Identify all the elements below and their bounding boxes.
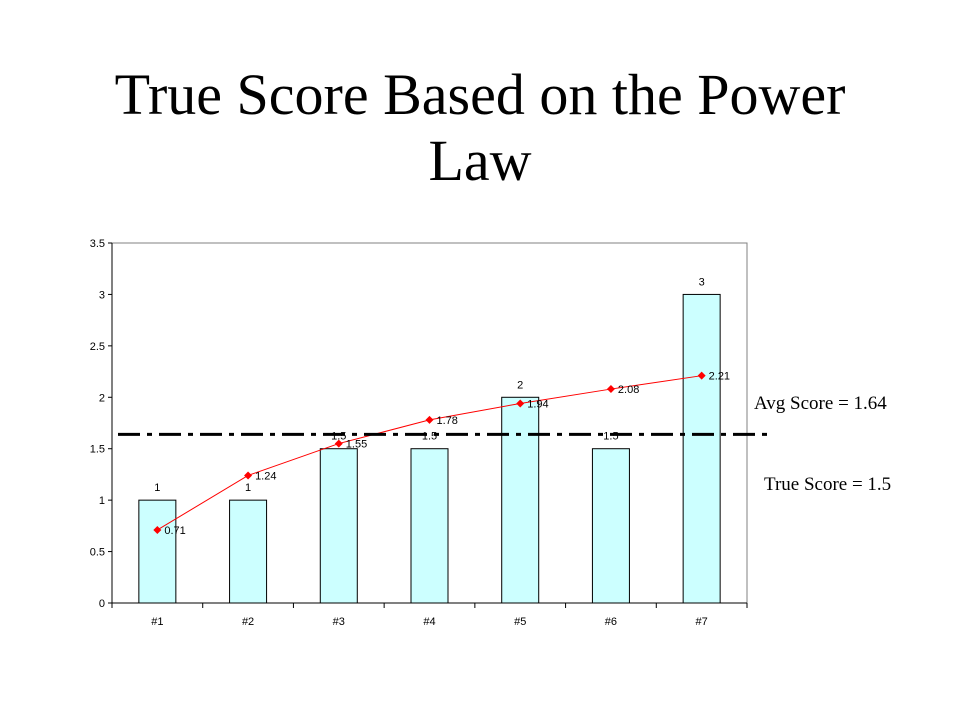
- bar: [501, 396, 540, 604]
- x-tick-label: #7: [696, 616, 708, 628]
- avg-score-note: Avg Score = 1.64: [754, 393, 887, 414]
- slide-title: True Score Based on the Power Law: [0, 62, 960, 194]
- x-tick-label: #1: [151, 616, 163, 628]
- line-point-marker: [425, 415, 434, 424]
- y-tick-label: 3: [99, 289, 105, 301]
- line-point-marker: [334, 439, 343, 448]
- line-point-label: 1.55: [346, 439, 367, 451]
- x-tick-label: #5: [514, 616, 526, 628]
- x-tick-label: #3: [333, 616, 345, 628]
- line-point-marker: [697, 371, 706, 380]
- bar-value-label: 3: [699, 276, 705, 288]
- line-point-label: 0.71: [164, 525, 185, 537]
- line-point-marker: [516, 399, 525, 408]
- y-tick-label: 1.5: [90, 444, 105, 456]
- x-tick-label: #6: [605, 616, 617, 628]
- bar: [319, 448, 358, 604]
- y-tick-label: 2: [99, 392, 105, 404]
- bar: [138, 499, 177, 604]
- y-tick-label: 2.5: [90, 341, 105, 353]
- bar: [591, 448, 630, 604]
- bar: [682, 293, 721, 604]
- line-point-marker: [606, 385, 615, 394]
- line-point-label: 1.24: [255, 470, 276, 482]
- y-tick-label: 0.5: [90, 547, 105, 559]
- y-tick-label: 0: [99, 598, 105, 610]
- bar-value-label: 1.5: [603, 431, 618, 443]
- line-point-label: 1.94: [527, 398, 548, 410]
- y-tick-label: 1: [99, 495, 105, 507]
- line-point-marker: [153, 525, 162, 534]
- title-line-1: True Score Based on the Power: [114, 62, 846, 127]
- x-tick-label: #2: [242, 616, 254, 628]
- true-score-note: True Score = 1.5: [764, 474, 892, 495]
- bar: [229, 499, 268, 604]
- x-tick-label: #4: [423, 616, 435, 628]
- title-line-2: Law: [428, 128, 532, 193]
- bar-value-label: 1.5: [422, 431, 437, 443]
- line-point-marker: [244, 471, 253, 480]
- line-point-label: 1.78: [437, 415, 458, 427]
- y-tick-label: 3.5: [90, 238, 105, 250]
- bar-value-label: 1: [154, 482, 160, 494]
- line-point-label: 2.08: [618, 384, 639, 396]
- bar: [410, 448, 449, 604]
- bar-value-label: 1: [245, 482, 251, 494]
- bar-value-label: 2: [517, 379, 523, 391]
- line-point-label: 2.21: [709, 371, 730, 383]
